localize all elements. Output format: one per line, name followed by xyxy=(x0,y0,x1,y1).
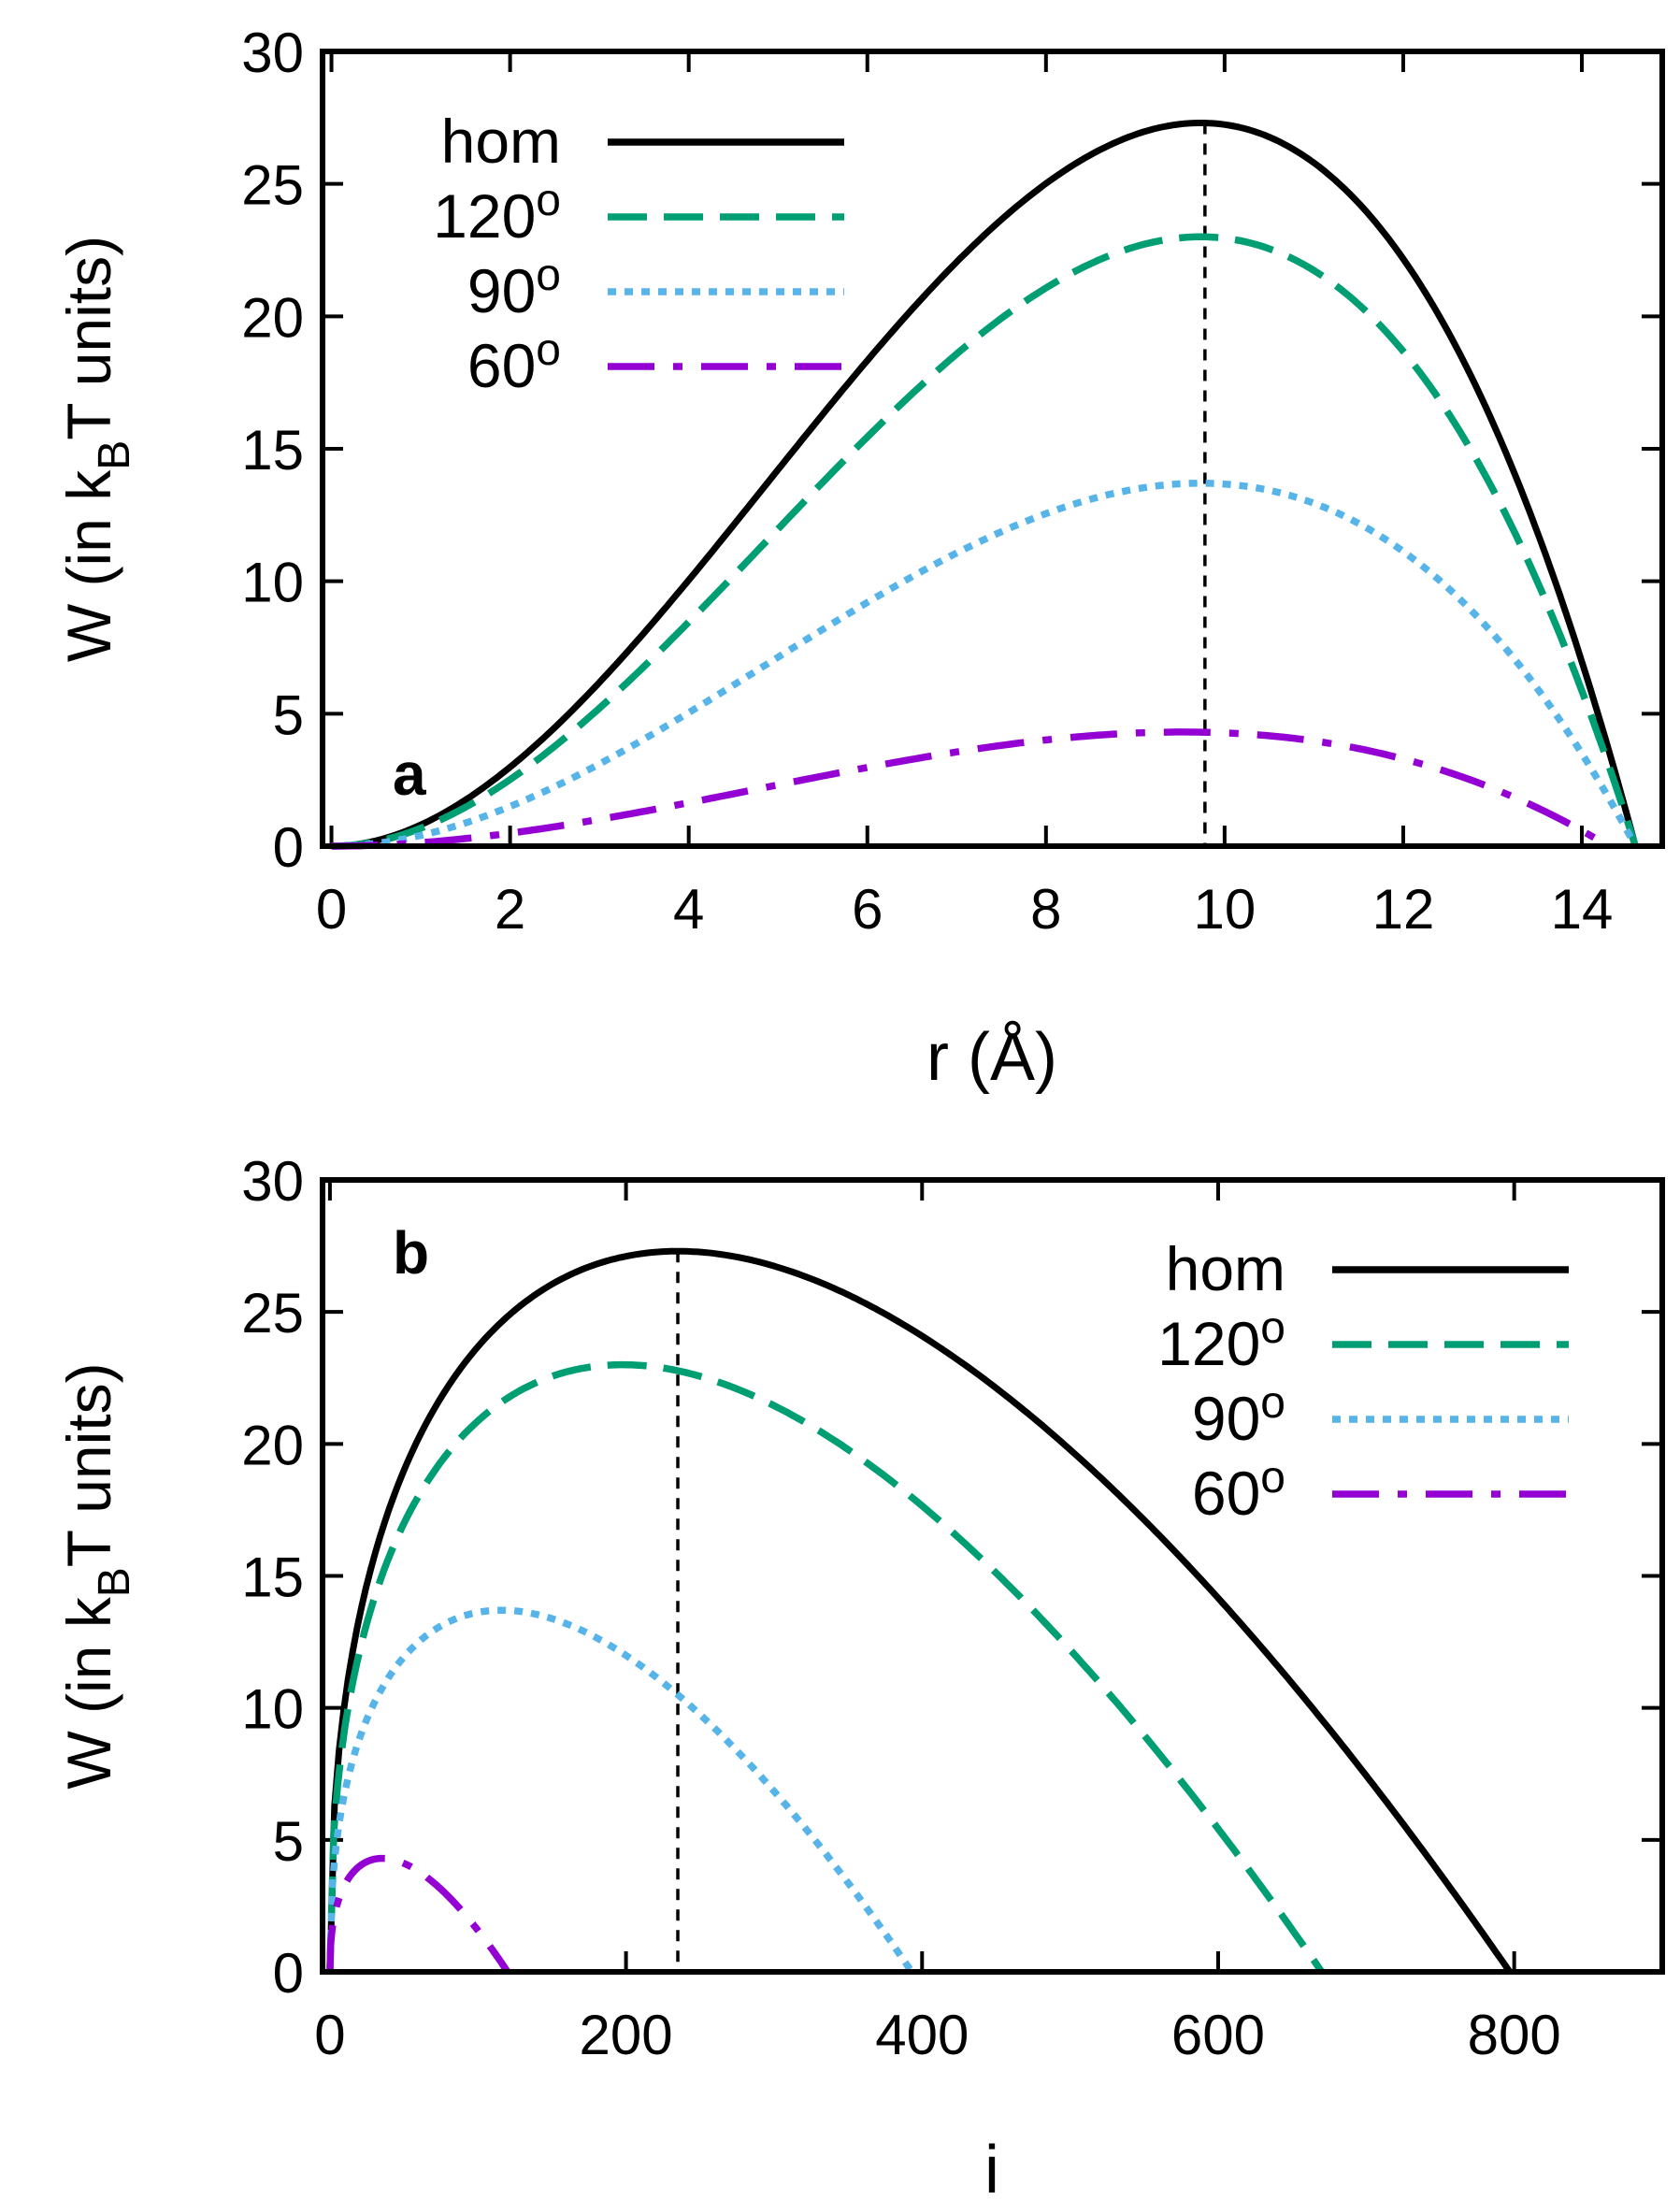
legend-label-superscript: o xyxy=(536,176,561,225)
series-line-60 xyxy=(326,1854,511,1975)
y-tick-label: 0 xyxy=(273,816,304,879)
x-tick-label: 0 xyxy=(316,878,347,941)
x-tick-label: 0 xyxy=(314,2004,345,2066)
x-tick-label: 6 xyxy=(852,878,883,941)
y-tick-label: 10 xyxy=(241,1678,304,1741)
x-tick-label: 200 xyxy=(580,2004,673,2066)
series-line-90 xyxy=(326,1606,915,1975)
legend-label: 120o xyxy=(1157,1303,1285,1378)
y-tick-label: 20 xyxy=(241,1414,304,1476)
legend-label-base: 60 xyxy=(1192,1459,1260,1528)
legend-label-base: 120 xyxy=(433,181,536,251)
series-line-hom xyxy=(326,1247,1513,1974)
series-line-60 xyxy=(331,728,1611,850)
legend-label-superscript: o xyxy=(1260,1303,1285,1353)
plot-frame xyxy=(320,1177,1665,1975)
panel-label: a xyxy=(393,741,426,808)
y-tick-label: 30 xyxy=(241,1150,304,1213)
legend-label-base: hom xyxy=(1166,1234,1285,1303)
legend-label-base: hom xyxy=(441,107,561,176)
y-tick-label: 5 xyxy=(273,1810,304,1873)
legend-label: 60o xyxy=(467,325,561,400)
x-tick-label: 4 xyxy=(673,878,704,941)
legend-label-superscript: o xyxy=(1260,1453,1285,1503)
legend-label-superscript: o xyxy=(536,251,561,300)
panel-label: b xyxy=(393,1219,429,1287)
legend-label-superscript: o xyxy=(536,325,561,375)
series-line-90 xyxy=(331,480,1639,850)
y-tick-label: 5 xyxy=(273,683,304,746)
legend-label-superscript: o xyxy=(1260,1378,1285,1428)
y-tick-label: 10 xyxy=(241,552,304,614)
series-line-120 xyxy=(331,233,1639,850)
legend-label: hom xyxy=(1166,1234,1285,1303)
y-tick-label: 15 xyxy=(241,1546,304,1609)
legend-label-base: 120 xyxy=(1157,1309,1260,1378)
y-axis-label-part: T units) xyxy=(54,1362,123,1567)
legend-label-base: 60 xyxy=(467,331,536,400)
y-axis-label-part: T units) xyxy=(54,236,123,440)
legend-label: 60o xyxy=(1192,1453,1285,1528)
legend-label: 120o xyxy=(433,176,561,251)
x-tick-label: 14 xyxy=(1551,878,1614,941)
y-axis-label-part: W (in k xyxy=(54,1596,123,1789)
y-axis-label: W (in kBT units) xyxy=(54,236,139,662)
y-axis-label-part: W (in k xyxy=(54,469,123,662)
x-tick-label: 8 xyxy=(1030,878,1061,941)
legend-label: 90o xyxy=(467,251,561,325)
y-tick-label: 0 xyxy=(273,1942,304,2005)
x-tick-label: 800 xyxy=(1468,2004,1561,2066)
y-tick-label: 15 xyxy=(241,419,304,482)
y-tick-label: 25 xyxy=(241,154,304,217)
x-tick-label: 600 xyxy=(1171,2004,1265,2066)
y-tick-label: 30 xyxy=(241,22,304,84)
legend-label-base: 90 xyxy=(467,256,536,325)
y-axis-label-subscript: B xyxy=(90,1567,139,1597)
plot-frame xyxy=(320,49,1665,849)
x-axis-label: i xyxy=(984,2133,999,2200)
x-axis-label: r (Å) xyxy=(926,1020,1057,1095)
series-line-hom xyxy=(331,120,1639,850)
y-tick-label: 20 xyxy=(241,286,304,349)
x-tick-label: 400 xyxy=(875,2004,969,2066)
legend-label-base: 90 xyxy=(1192,1384,1260,1453)
x-tick-label: 2 xyxy=(495,878,525,941)
x-tick-label: 10 xyxy=(1194,878,1256,941)
y-axis-label-subscript: B xyxy=(90,440,139,470)
legend-label: 90o xyxy=(1192,1378,1285,1453)
y-axis-label: W (in kBT units) xyxy=(54,1362,139,1789)
y-tick-label: 25 xyxy=(241,1282,304,1344)
series-line-120 xyxy=(326,1360,1325,1975)
x-tick-label: 12 xyxy=(1372,878,1435,941)
legend-label: hom xyxy=(441,107,561,176)
